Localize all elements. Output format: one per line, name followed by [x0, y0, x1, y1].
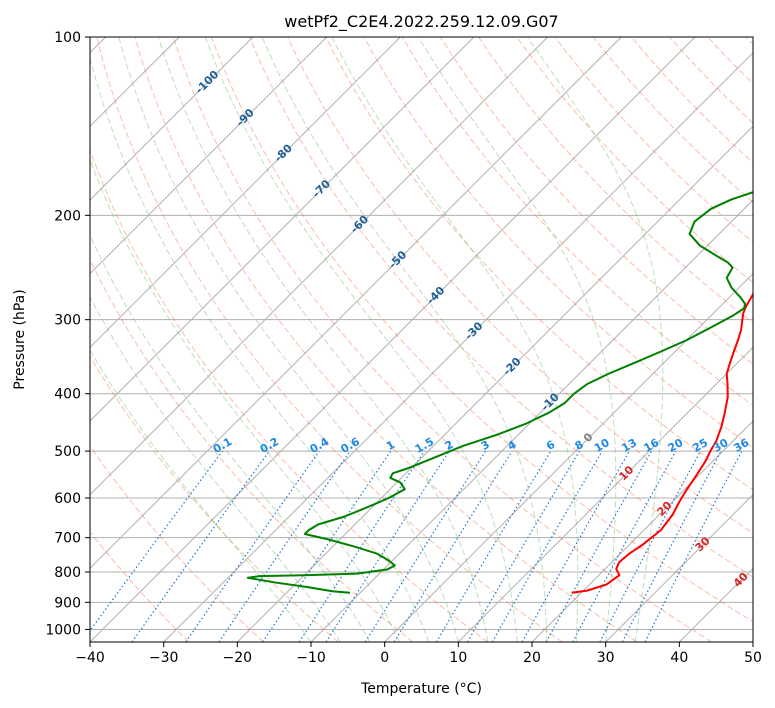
x-tick-label: 20: [523, 650, 541, 666]
mixing-ratio-line: [131, 450, 270, 642]
x-tick-label: −30: [149, 650, 179, 666]
y-tick-label: 400: [54, 387, 81, 403]
dry-adiabat: [439, 37, 753, 365]
dry-adiabat: [401, 37, 753, 406]
x-tick-label: −10: [296, 650, 326, 666]
isotherm-gridline: [531, 420, 753, 642]
moist-adiabat: [418, 37, 617, 642]
dry-adiabat: [90, 148, 488, 642]
temperature-line: [571, 292, 753, 594]
dewpoint-line: [246, 191, 753, 594]
mixing-ratio-line: [364, 450, 486, 642]
isotherm-gridline: [90, 37, 696, 642]
x-tick-label: 40: [670, 650, 688, 666]
dry-adiabat: [363, 37, 753, 448]
y-tick-label: 800: [54, 565, 81, 581]
moist-adiabat: [90, 158, 400, 642]
x-tick-label: 0: [380, 650, 389, 666]
moist-adiabat: [157, 37, 489, 642]
isotherm-gridline: [90, 37, 549, 496]
x-tick-label: 30: [597, 650, 615, 666]
moist-adiabat: [204, 37, 518, 642]
plot-frame: [89, 36, 754, 643]
plot-area: [90, 37, 753, 642]
dry-adiabat: [90, 258, 414, 642]
mixing-ratio-line: [90, 450, 223, 632]
mixing-ratio-line: [572, 450, 677, 642]
mixing-ratio-line: [545, 450, 653, 642]
axes: −40 −30 −20 −10 0 10 20 30 40 50 1000 900 800 700 600 5…: [45, 30, 762, 666]
dry-adiabat: [592, 37, 753, 203]
dry-adiabat: [90, 355, 339, 642]
mixing-ratio-line: [325, 450, 450, 642]
moist-adiabat: [331, 37, 579, 642]
dry-adiabat: [134, 37, 638, 642]
isotherm-gridline: [90, 37, 254, 201]
dry-adiabat: [96, 37, 563, 642]
isotherm-gridline: [457, 346, 753, 642]
mixing-ratio-line: [521, 450, 631, 642]
x-tick-label: 10: [449, 650, 467, 666]
isotherm-gridline: [605, 493, 753, 642]
dry-adiabat: [554, 37, 753, 243]
moist-adiabat: [90, 234, 371, 642]
dry-adiabat: [249, 37, 753, 578]
moist-adiabat: [90, 349, 312, 642]
moist-adiabat: [261, 37, 548, 642]
mixing-ratio-line: [435, 450, 552, 642]
mixing-ratio-line: [185, 450, 320, 642]
dry-adiabat: [287, 37, 753, 534]
y-tick-label: 900: [54, 595, 81, 611]
y-axis-label: Pressure (hPa): [12, 289, 28, 389]
x-axis-label: Temperature (°C): [360, 681, 482, 697]
moist-adiabat: [90, 55, 430, 642]
y-tick-label: 700: [54, 531, 81, 547]
dry-adiabat: [90, 530, 190, 642]
isotherm-gridline: [90, 37, 401, 349]
dry-adiabat: [516, 37, 753, 284]
isotherm-gridline: [90, 37, 328, 275]
dry-adiabat: [325, 37, 753, 491]
x-tick-label: 50: [744, 650, 762, 666]
y-tick-label: 200: [54, 208, 81, 224]
dry-adiabat: [210, 37, 753, 623]
chart-title: wetPf2_C2E4.2022.259.12.09.G07: [284, 12, 558, 32]
moist-adiabat: [118, 37, 459, 642]
dry-adiabat: [630, 37, 753, 164]
mixing-ratio-line: [218, 450, 351, 642]
dry-adiabat: [478, 37, 753, 324]
isotherm-gridline: [163, 51, 753, 642]
isotherm-gridline: [90, 37, 475, 422]
isotherm-gridline: [90, 37, 622, 570]
y-tick-label: 1000: [45, 622, 81, 638]
mixing-ratio-line: [491, 450, 603, 642]
y-tick-label: 100: [54, 30, 81, 46]
x-tick-label: −20: [223, 650, 253, 666]
x-tick-label: −40: [75, 650, 105, 666]
y-tick-label: 500: [54, 444, 81, 460]
isotherm-gridline: [310, 199, 753, 642]
y-tick-label: 300: [54, 313, 81, 329]
mixing-ratio-line: [393, 450, 513, 642]
moist-adiabat: [526, 37, 664, 642]
mixing-ratio-line: [466, 450, 580, 642]
y-tick-label: 600: [54, 491, 81, 507]
